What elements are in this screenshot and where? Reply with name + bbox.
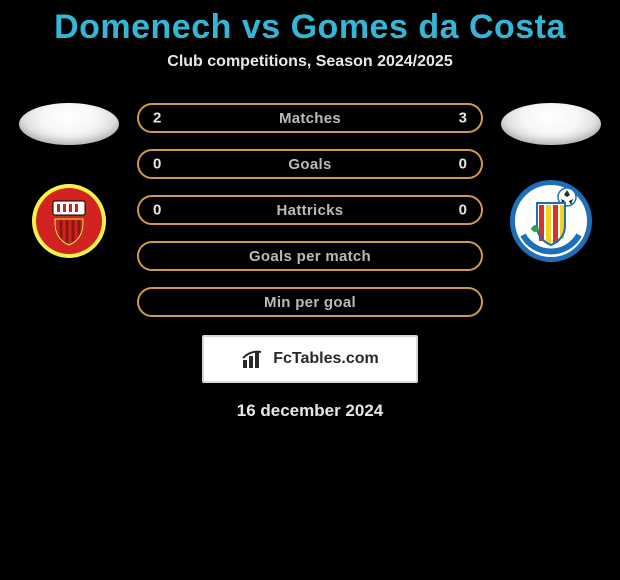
stat-label: Goals	[288, 156, 331, 173]
right-player-col	[501, 95, 601, 263]
stat-label: Goals per match	[249, 248, 371, 265]
page-subtitle: Club competitions, Season 2024/2025	[0, 53, 620, 71]
left-team-crest	[27, 179, 111, 263]
stat-right-value: 0	[459, 156, 467, 173]
getafe-crest-icon	[509, 179, 593, 263]
stat-left-value: 2	[153, 110, 161, 127]
stats-pill-list: 2 Matches 3 0 Goals 0 0 Hattricks 0 Goal…	[137, 95, 483, 317]
bars-icon	[241, 348, 267, 370]
stat-pill-goals-per-match: Goals per match	[137, 241, 483, 271]
stat-label: Matches	[279, 110, 341, 127]
stat-pill-hattricks: 0 Hattricks 0	[137, 195, 483, 225]
comparison-row: 2 Matches 3 0 Goals 0 0 Hattricks 0 Goal…	[0, 95, 620, 317]
stat-left-value: 0	[153, 156, 161, 173]
stat-right-value: 3	[459, 110, 467, 127]
stat-pill-matches: 2 Matches 3	[137, 103, 483, 133]
watermark-label: FcTables.com	[273, 350, 379, 368]
left-player-oval	[19, 103, 119, 145]
right-player-oval	[501, 103, 601, 145]
stat-label: Hattricks	[277, 202, 344, 219]
left-player-col	[19, 95, 119, 263]
stat-left-value: 0	[153, 202, 161, 219]
stat-right-value: 0	[459, 202, 467, 219]
stat-pill-min-per-goal: Min per goal	[137, 287, 483, 317]
stat-pill-goals: 0 Goals 0	[137, 149, 483, 179]
page-title: Domenech vs Gomes da Costa	[0, 8, 620, 47]
right-team-crest	[509, 179, 593, 263]
date-label: 16 december 2024	[0, 401, 620, 421]
watermark: FcTables.com	[202, 335, 418, 383]
mallorca-crest-icon	[27, 179, 111, 263]
stat-label: Min per goal	[264, 294, 356, 311]
